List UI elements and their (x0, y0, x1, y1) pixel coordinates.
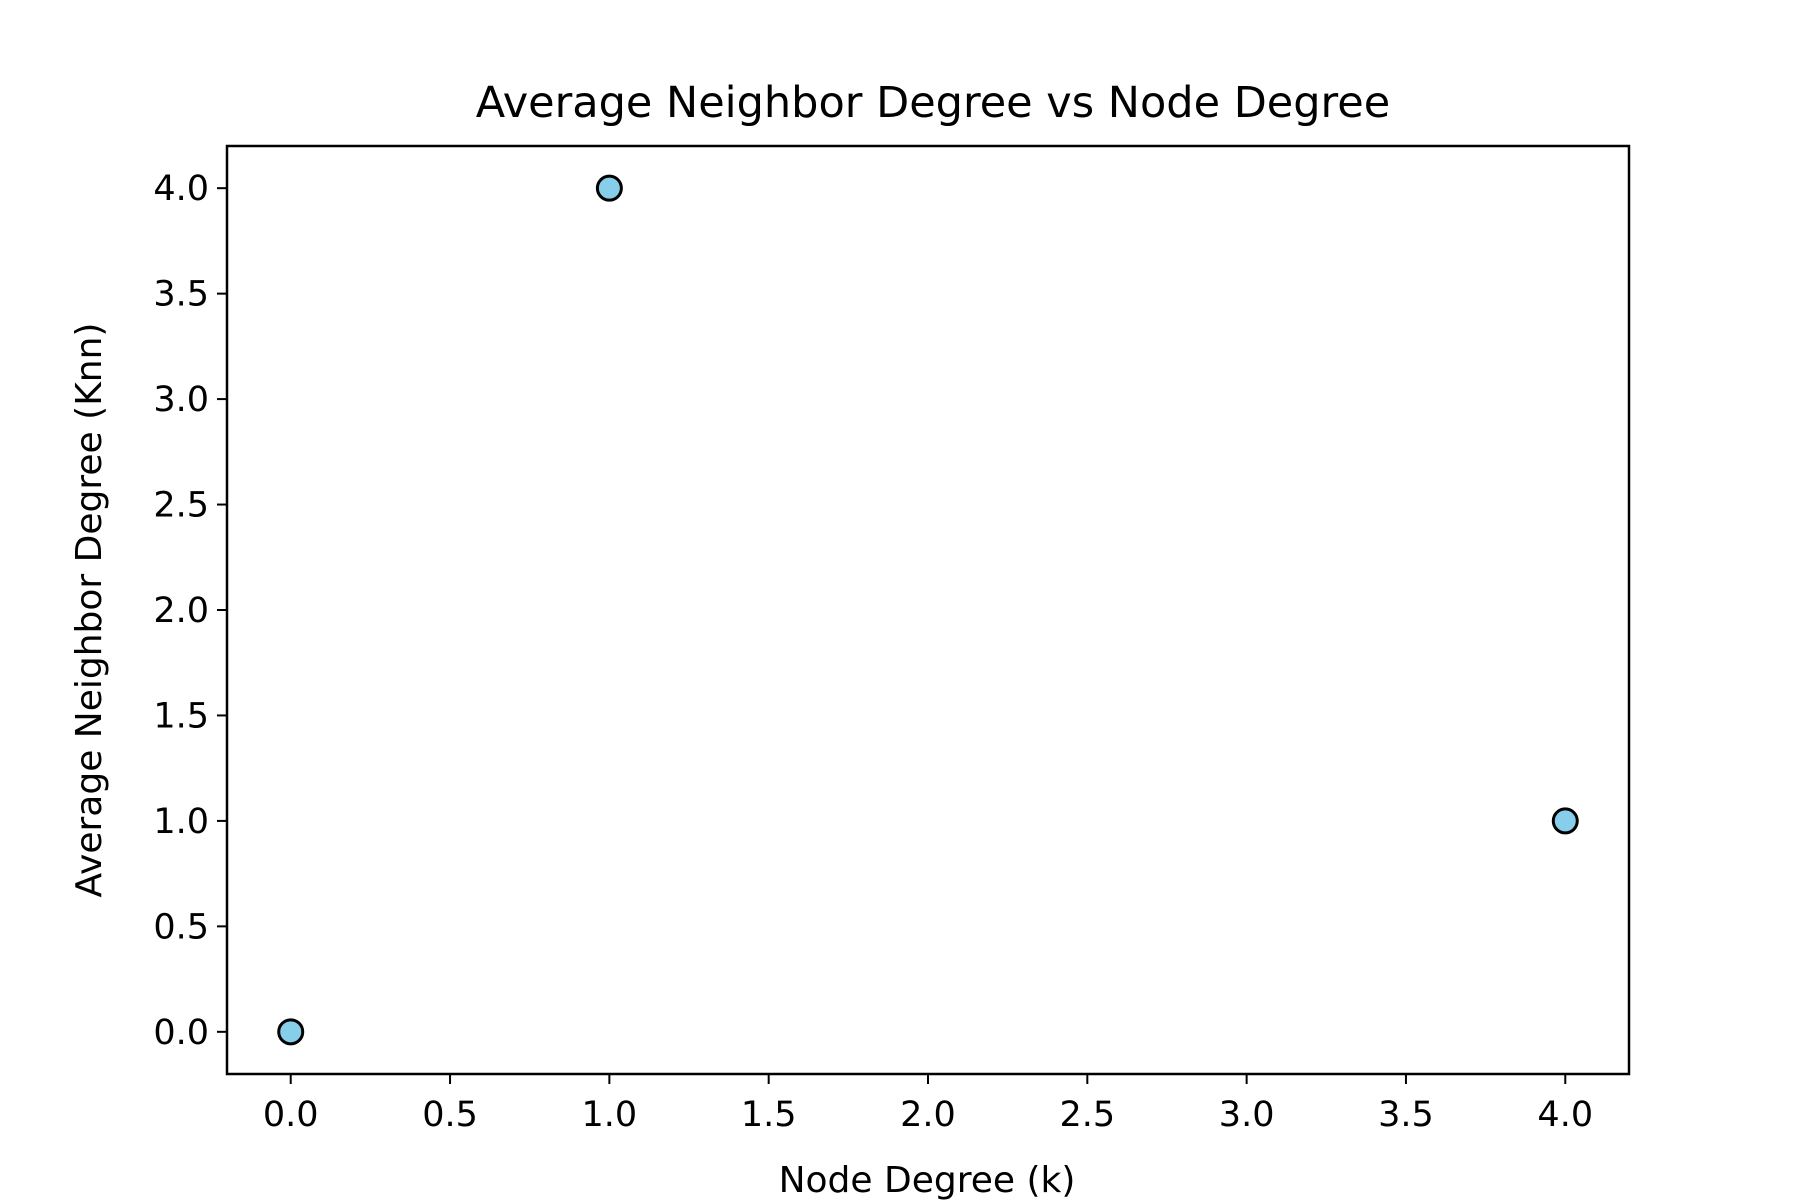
y-axis-label: Average Neighbor Degree (Knn) (69, 323, 110, 898)
x-tick-label: 4.0 (1537, 1095, 1593, 1135)
x-tick-label: 2.5 (1059, 1095, 1115, 1135)
y-tick-label: 1.5 (153, 696, 209, 736)
y-tick-label: 3.5 (153, 275, 209, 315)
x-tick-label: 1.0 (582, 1095, 638, 1135)
y-tick-label: 1.0 (153, 802, 209, 842)
data-point (1551, 807, 1579, 835)
y-axis-ticks: 0.0 0.5 1.0 1.5 2.0 2.5 3.0 3.5 4.0 (153, 169, 227, 1053)
chart-title: Average Neighbor Degree vs Node Degree (476, 78, 1390, 128)
data-points (277, 174, 1579, 1046)
x-axis-ticks: 0.0 0.5 1.0 1.5 2.0 2.5 3.0 3.5 4.0 (263, 1074, 1593, 1135)
x-tick-label: 0.5 (422, 1095, 478, 1135)
x-tick-label: 3.0 (1219, 1095, 1275, 1135)
data-point (595, 174, 623, 202)
y-tick-label: 0.0 (153, 1013, 209, 1053)
plot-frame (225, 144, 1631, 1076)
y-tick-label: 3.0 (153, 380, 209, 420)
y-tick-label: 0.5 (153, 907, 209, 947)
y-tick-label: 2.5 (153, 486, 209, 526)
x-tick-label: 3.5 (1378, 1095, 1434, 1135)
y-tick-label: 4.0 (153, 169, 209, 209)
x-tick-label: 2.0 (900, 1095, 956, 1135)
x-tick-label: 0.0 (263, 1095, 319, 1135)
x-tick-label: 1.5 (741, 1095, 797, 1135)
y-tick-label: 2.0 (153, 591, 209, 631)
x-axis-label: Node Degree (k) (779, 1160, 1076, 1200)
data-point (277, 1018, 305, 1046)
